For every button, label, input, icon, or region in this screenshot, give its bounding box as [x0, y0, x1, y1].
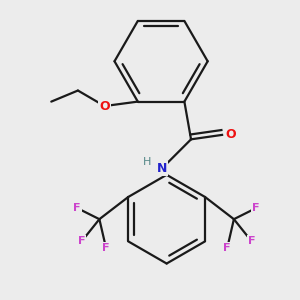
- Text: H: H: [143, 157, 151, 166]
- Text: F: F: [224, 243, 231, 253]
- Text: F: F: [102, 243, 110, 253]
- Text: O: O: [99, 100, 110, 112]
- Text: N: N: [157, 162, 167, 175]
- Text: O: O: [226, 128, 236, 141]
- Text: F: F: [252, 203, 260, 213]
- Text: F: F: [74, 203, 81, 213]
- Text: F: F: [248, 236, 255, 246]
- Text: F: F: [78, 236, 85, 246]
